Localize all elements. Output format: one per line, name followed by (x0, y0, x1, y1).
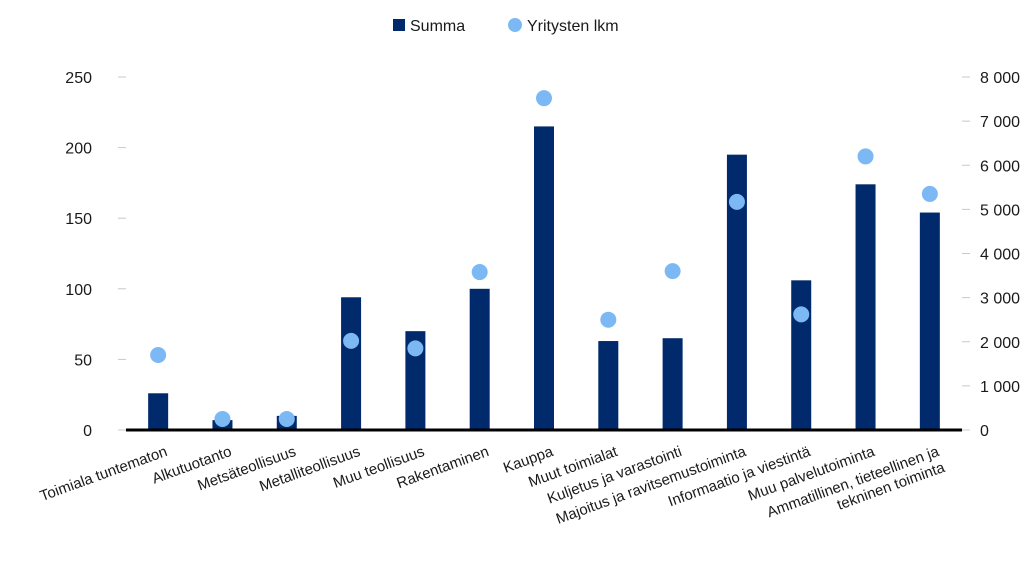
bar-summa (662, 338, 683, 430)
y-right-tick-label: 7 000 (980, 114, 1020, 131)
y-right-tick-label: 5 000 (980, 202, 1020, 219)
point-yritysten-lkm (471, 264, 488, 281)
bar-series-summa (148, 126, 940, 431)
y-axis-left: 0 50 100 150 200 250 (65, 70, 126, 440)
y-left-tick-label: 150 (65, 211, 92, 228)
point-yritysten-lkm (793, 306, 810, 323)
scatter-series-yritysten-lkm (150, 90, 938, 427)
point-yritysten-lkm (278, 410, 295, 427)
y-right-tick-label: 2 000 (980, 335, 1020, 352)
point-yritysten-lkm (921, 185, 938, 202)
y-left-tick-label: 0 (83, 423, 92, 440)
bar-summa (148, 393, 169, 430)
point-yritysten-lkm (214, 410, 231, 427)
point-yritysten-lkm (536, 90, 552, 107)
y-left-tick-label: 200 (65, 141, 92, 158)
bar-summa (405, 331, 426, 430)
y-right-tick-label: 4 000 (980, 247, 1020, 264)
y-left-tick-label: 250 (65, 70, 92, 87)
point-yritysten-lkm (150, 346, 167, 363)
legend-swatch-yritysten-lkm (508, 18, 522, 32)
point-yritysten-lkm (600, 311, 617, 328)
point-yritysten-lkm (857, 148, 874, 165)
legend-swatch-summa (393, 19, 405, 31)
y-right-tick-label: 6 000 (980, 158, 1020, 175)
chart-legend: Summa Yritysten lkm (393, 18, 619, 35)
y-left-tick-label: 50 (74, 352, 92, 369)
bar-summa (855, 184, 876, 430)
y-right-tick-label: 0 (980, 423, 989, 440)
y-axis-right: 0 1 000 2 000 3 000 4 000 5 000 6 000 7 000 8 00… (962, 70, 1020, 440)
bar-summa (534, 126, 554, 431)
point-yritysten-lkm (343, 332, 360, 349)
y-right-tick-label: 1 000 (980, 379, 1020, 396)
y-right-tick-label: 8 000 (980, 70, 1020, 87)
bar-summa (469, 288, 490, 430)
point-yritysten-lkm (664, 263, 681, 280)
y-left-tick-label: 100 (65, 282, 92, 299)
y-right-tick-label: 3 000 (980, 291, 1020, 308)
point-yritysten-lkm (407, 340, 424, 357)
x-axis-categories: Toimiala tuntematonAlkutuotantoMetsäteol… (38, 443, 948, 528)
bar-summa (598, 341, 619, 430)
legend-label-yritysten-lkm: Yritysten lkm (527, 18, 619, 35)
point-yritysten-lkm (728, 193, 745, 210)
bar-summa (726, 154, 747, 430)
bar-summa (791, 280, 812, 430)
bar-summa (341, 297, 362, 430)
bar-summa (919, 212, 940, 430)
legend-label-summa: Summa (410, 18, 465, 35)
